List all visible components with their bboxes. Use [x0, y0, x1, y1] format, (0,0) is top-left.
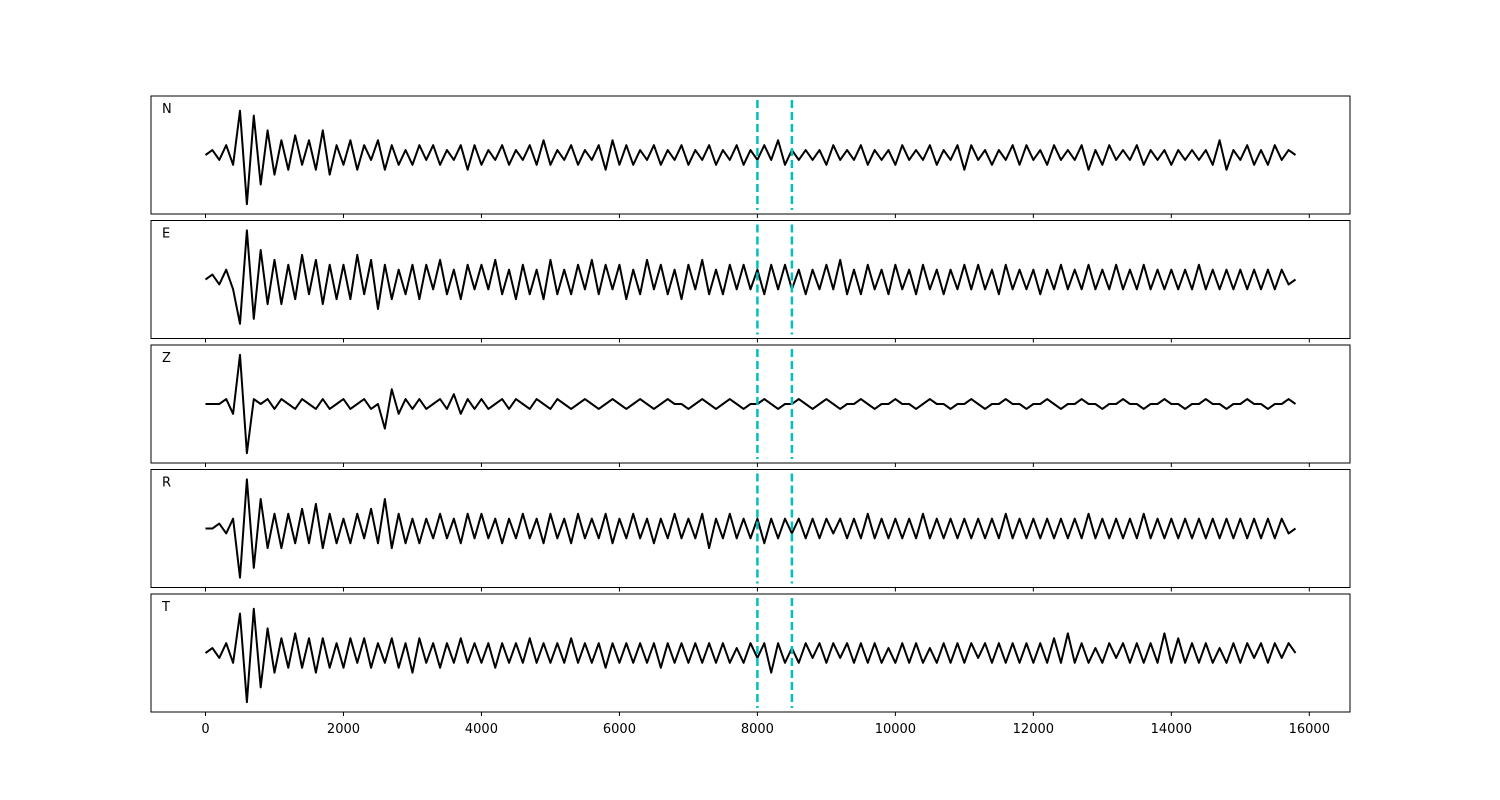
trace [204, 109, 1297, 206]
panel-label: T [161, 600, 170, 615]
x-tick-label: 10000 [875, 722, 916, 737]
trace [204, 229, 1297, 325]
panel-frame [150, 469, 1351, 588]
x-tick-label: 16000 [1289, 722, 1330, 737]
x-tick-label: 4000 [465, 722, 498, 737]
x-tick-label: 2000 [327, 722, 360, 737]
panel-label: Z [162, 351, 171, 366]
x-tick-label: 14000 [1151, 722, 1192, 737]
panel-frame [150, 593, 1351, 713]
trace [205, 478, 1297, 579]
trace [205, 353, 1297, 455]
panel-label: N [162, 102, 172, 117]
panel-frame [150, 220, 1351, 339]
x-tick-label: 6000 [603, 722, 636, 737]
x-tick-label: 12000 [1013, 722, 1054, 737]
panel-frame [150, 95, 1351, 215]
panel-label: E [162, 227, 170, 242]
x-tick-label: 0 [201, 722, 209, 737]
x-tick-label: 8000 [741, 722, 774, 737]
trace [204, 607, 1297, 704]
panel-label: R [162, 476, 171, 491]
